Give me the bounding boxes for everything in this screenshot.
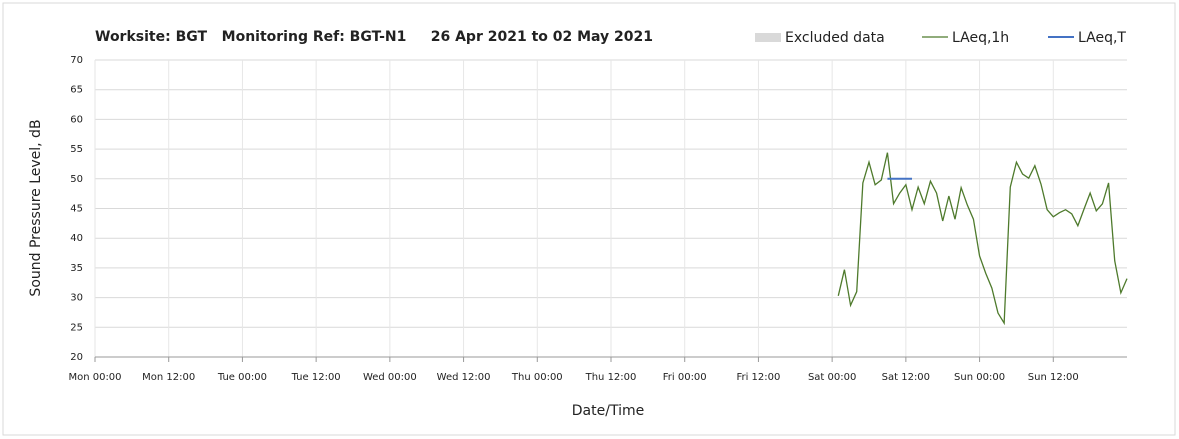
x-tick-label: Wed 00:00 <box>363 372 417 383</box>
y-tick-label: 30 <box>70 293 83 304</box>
y-tick-label: 20 <box>70 352 83 363</box>
y-tick-label: 35 <box>70 263 83 274</box>
chart-title: Worksite: BGT Monitoring Ref: BGT-N1 26 … <box>95 29 653 45</box>
y-tick-label: 50 <box>70 174 83 185</box>
x-tick-label: Mon 00:00 <box>68 372 121 383</box>
y-tick-label: 45 <box>70 204 83 215</box>
y-tick-label: 70 <box>70 55 83 66</box>
x-tick-label: Mon 12:00 <box>142 372 195 383</box>
y-tick-label: 40 <box>70 233 83 244</box>
legend-swatch <box>755 33 781 42</box>
x-tick-label: Sat 00:00 <box>808 372 856 383</box>
x-tick-label: Tue 00:00 <box>217 372 267 383</box>
x-tick-label: Fri 00:00 <box>663 372 707 383</box>
y-tick-label: 55 <box>70 144 83 155</box>
legend-label: LAeq,T <box>1078 30 1126 46</box>
x-tick-label: Sat 12:00 <box>882 372 930 383</box>
x-tick-label: Thu 00:00 <box>511 372 563 383</box>
x-tick-label: Sun 12:00 <box>1028 372 1079 383</box>
x-axis-title: Date/Time <box>572 403 644 419</box>
y-tick-label: 25 <box>70 322 83 333</box>
x-tick-label: Wed 12:00 <box>437 372 491 383</box>
y-tick-label: 60 <box>70 114 83 125</box>
x-tick-label: Thu 12:00 <box>585 372 637 383</box>
x-tick-label: Sun 00:00 <box>954 372 1005 383</box>
series-line <box>837 152 1128 326</box>
x-tick-label: Fri 12:00 <box>736 372 780 383</box>
legend-label: LAeq,1h <box>952 30 1009 46</box>
y-tick-label: 65 <box>70 85 83 96</box>
legend-label: Excluded data <box>785 30 885 46</box>
y-axis-title: Sound Pressure Level, dB <box>28 119 44 296</box>
x-tick-label: Tue 12:00 <box>291 372 341 383</box>
